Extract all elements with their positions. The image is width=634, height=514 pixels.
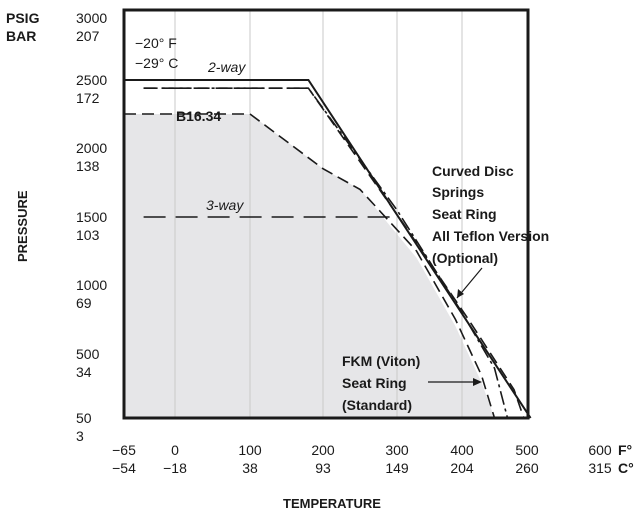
y-tick-bar-69: 69 [76, 295, 92, 311]
y-tick-bar-138: 138 [76, 158, 100, 174]
x-unit-c: C° [618, 460, 634, 476]
y-tick-psig-500: 500 [76, 346, 100, 362]
x-tick-f-0: 0 [171, 442, 179, 458]
x-tick-c-315: 315 [588, 460, 612, 476]
y-tick-psig-2500: 2500 [76, 72, 107, 88]
x-tick-labels: −65 −54 0 −18 100 38 200 93 300 149 400 204 500 260 60… [112, 442, 612, 476]
label-teflon-1: Curved Disc [432, 163, 514, 179]
label-teflon-5: (Optional) [432, 250, 498, 266]
b1634-shaded-region [124, 114, 495, 418]
x-tick-c-93: 93 [315, 460, 331, 476]
label-3way: 3-way [206, 197, 244, 213]
x-tick-c-260: 260 [515, 460, 539, 476]
label-b1634: B16.34 [176, 108, 221, 124]
x-tick-f-400: 400 [450, 442, 474, 458]
label-teflon-3: Seat Ring [432, 206, 497, 222]
y-tick-bar-207: 207 [76, 28, 100, 44]
x-tick-c-38: 38 [242, 460, 258, 476]
x-tick-c-204: 204 [450, 460, 474, 476]
y-tick-psig-1000: 1000 [76, 277, 107, 293]
label-teflon-2: Springs [432, 184, 484, 200]
y-tick-psig-3000: 3000 [76, 10, 107, 26]
x-tick-f-−65: −65 [112, 442, 136, 458]
y-tick-bar-34: 34 [76, 364, 92, 380]
y-tick-bar-3: 3 [76, 428, 84, 444]
x-tick-c-149: 149 [385, 460, 409, 476]
x-tick-f-500: 500 [515, 442, 539, 458]
y-unit-psig: PSIG [6, 10, 40, 26]
x-tick-c-−18: −18 [163, 460, 187, 476]
x-tick-c-−54: −54 [112, 460, 136, 476]
y-axis-label: PRESSURE [15, 190, 30, 262]
y-tick-bar-103: 103 [76, 227, 100, 243]
annotation-temp-c: −29° C [135, 55, 178, 71]
y-tick-psig-50: 50 [76, 410, 92, 426]
x-tick-f-600: 600 [588, 442, 612, 458]
x-tick-f-300: 300 [385, 442, 409, 458]
y-tick-psig-2000: 2000 [76, 140, 107, 156]
label-2way: 2-way [207, 59, 246, 75]
x-tick-f-100: 100 [238, 442, 262, 458]
y-unit-bar: BAR [6, 28, 36, 44]
y-tick-labels: 3000 207 2500 172 2000 138 1500 103 1000 69 500 34 5… [76, 10, 107, 444]
label-fkm-1: FKM (Viton) [342, 353, 420, 369]
y-tick-bar-172: 172 [76, 90, 100, 106]
label-teflon-4: All Teflon Version [432, 228, 549, 244]
annotation-temp-f: −20° F [135, 35, 177, 51]
x-unit-f: F° [618, 442, 632, 458]
y-tick-psig-1500: 1500 [76, 209, 107, 225]
label-fkm-2: Seat Ring [342, 375, 407, 391]
label-fkm-3: (Standard) [342, 397, 412, 413]
x-tick-f-200: 200 [311, 442, 335, 458]
x-axis-label: TEMPERATURE [283, 496, 381, 511]
